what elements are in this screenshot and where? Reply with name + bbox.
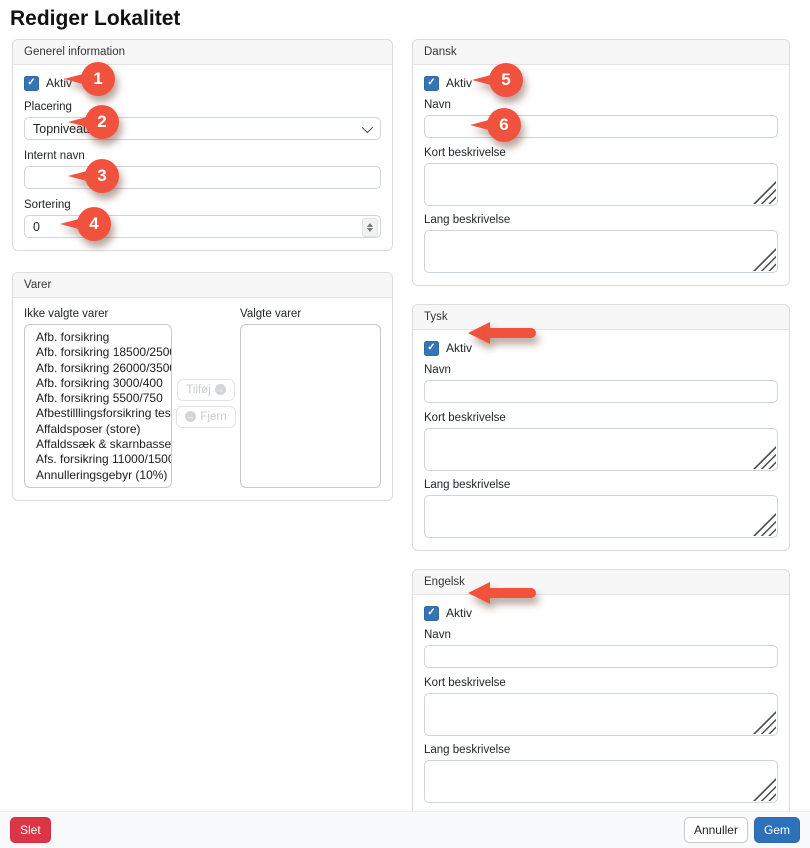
unselected-varer-column: Ikke valgte varer Afb. forsikring Afb. f…: [24, 308, 172, 488]
navn-label: Navn: [424, 629, 451, 641]
annuller-button[interactable]: Annuller: [683, 817, 748, 843]
check-icon: ✓: [427, 77, 436, 88]
list-item[interactable]: Afb. forsikring 18500/2500: [36, 345, 172, 360]
internt-navn-input[interactable]: [24, 166, 381, 189]
tysk-kort-beskrivelse-textarea[interactable]: [424, 428, 778, 471]
list-item[interactable]: Afbestilllingsforsikring test: [36, 406, 172, 421]
engelsk-lang-beskrivelse-textarea[interactable]: [424, 760, 778, 803]
selected-varer-listbox[interactable]: [240, 324, 381, 488]
footer-action-bar: Slet Annuller Gem: [0, 811, 810, 848]
list-item[interactable]: Afs. forsikring 11000/1500: [36, 452, 172, 467]
panel-engelsk: Engelsk ✓ Aktiv Navn Kort beskrivelse La…: [412, 569, 790, 816]
check-icon: ✓: [427, 342, 436, 353]
engelsk-aktiv-checkbox[interactable]: ✓: [424, 605, 439, 621]
check-icon: ✓: [427, 607, 436, 618]
tysk-aktiv-checkbox[interactable]: ✓: [424, 340, 439, 356]
page-title: Rediger Lokalitet: [10, 7, 181, 30]
panel-varer: Varer Ikke valgte varer Afb. forsikring …: [12, 272, 393, 501]
dansk-kort-beskrivelse-textarea[interactable]: [424, 163, 778, 206]
list-item[interactable]: Afb. forsikring 26000/3500: [36, 360, 172, 375]
panel-header: Tysk: [413, 305, 789, 330]
chevron-down-icon: [361, 121, 374, 133]
kort-beskrivelse-label: Kort beskrivelse: [424, 677, 506, 689]
right-column: Dansk ✓ Aktiv Navn Kort beskrivelse Lang…: [412, 39, 790, 834]
navn-label: Navn: [424, 364, 451, 376]
aktiv-check-row: ✓ Aktiv: [24, 75, 381, 91]
panel-header: Dansk: [413, 40, 789, 65]
unselected-varer-label: Ikke valgte varer: [24, 308, 109, 320]
placering-selected-value: Topniveau: [33, 121, 90, 136]
placering-select[interactable]: Topniveau: [24, 117, 381, 140]
dansk-navn-input[interactable]: [424, 115, 778, 138]
tysk-lang-beskrivelse-textarea[interactable]: [424, 495, 778, 538]
unselected-varer-listbox[interactable]: Afb. forsikring Afb. forsikring 18500/25…: [24, 324, 172, 488]
engelsk-navn-input[interactable]: [424, 645, 778, 668]
lang-beskrivelse-label: Lang beskrivelse: [424, 479, 511, 491]
list-item[interactable]: Affaldssæk & skarnbasse: [36, 437, 172, 452]
sortering-label: Sortering: [24, 199, 71, 211]
list-item[interactable]: Afb. forsikring 3000/400: [36, 375, 163, 390]
dansk-lang-beskrivelse-textarea[interactable]: [424, 230, 778, 273]
list-item[interactable]: Annulleringsgebyr (10%): [36, 467, 168, 482]
aktiv-label: Aktiv: [46, 76, 73, 90]
aktiv-label: Aktiv: [446, 606, 473, 620]
slet-button[interactable]: Slet: [10, 817, 51, 843]
aktiv-checkbox[interactable]: ✓: [24, 75, 39, 91]
fjern-button[interactable]: ← Fjern: [176, 405, 236, 428]
kort-beskrivelse-label: Kort beskrivelse: [424, 147, 506, 159]
engelsk-kort-beskrivelse-textarea[interactable]: [424, 693, 778, 736]
number-stepper-icon[interactable]: [362, 218, 378, 237]
internt-navn-label: Internt navn: [24, 150, 85, 162]
dansk-aktiv-checkbox[interactable]: ✓: [424, 75, 439, 91]
aktiv-label: Aktiv: [446, 341, 473, 355]
sortering-input[interactable]: [24, 215, 381, 238]
dual-list-buttons: Tilføj → ← Fjern: [176, 308, 236, 488]
placering-label: Placering: [24, 101, 72, 113]
check-icon: ✓: [27, 77, 36, 88]
panel-generel-information: Generel information ✓ Aktiv Placering To…: [12, 39, 393, 251]
list-item[interactable]: Afb. forsikring: [36, 330, 110, 344]
selected-varer-column: Valgte varer: [240, 308, 381, 488]
form-columns: Generel information ✓ Aktiv Placering To…: [0, 39, 810, 834]
gem-button[interactable]: Gem: [753, 817, 800, 843]
panel-dansk: Dansk ✓ Aktiv Navn Kort beskrivelse Lang…: [412, 39, 790, 286]
sortering-field: [24, 215, 381, 238]
kort-beskrivelse-label: Kort beskrivelse: [424, 412, 506, 424]
lang-beskrivelse-label: Lang beskrivelse: [424, 214, 511, 226]
tysk-navn-input[interactable]: [424, 380, 778, 403]
panel-header: Generel information: [13, 40, 392, 65]
dual-list: Ikke valgte varer Afb. forsikring Afb. f…: [24, 308, 381, 488]
list-item[interactable]: Affaldsposer (store): [36, 421, 141, 436]
left-column: Generel information ✓ Aktiv Placering To…: [12, 39, 393, 522]
panel-header: Varer: [13, 273, 392, 298]
lang-beskrivelse-label: Lang beskrivelse: [424, 744, 511, 756]
panel-header: Engelsk: [413, 570, 789, 595]
arrow-right-circle-icon: →: [214, 384, 226, 395]
panel-tysk: Tysk ✓ Aktiv Navn Kort beskrivelse Lang …: [412, 304, 790, 551]
navn-label: Navn: [424, 99, 451, 111]
aktiv-label: Aktiv: [446, 76, 473, 90]
arrow-left-circle-icon: ←: [185, 411, 197, 422]
list-item[interactable]: Afb. forsikring 5500/750: [36, 391, 163, 406]
tilfoej-button[interactable]: Tilføj →: [177, 378, 235, 401]
selected-varer-label: Valgte varer: [240, 308, 302, 320]
